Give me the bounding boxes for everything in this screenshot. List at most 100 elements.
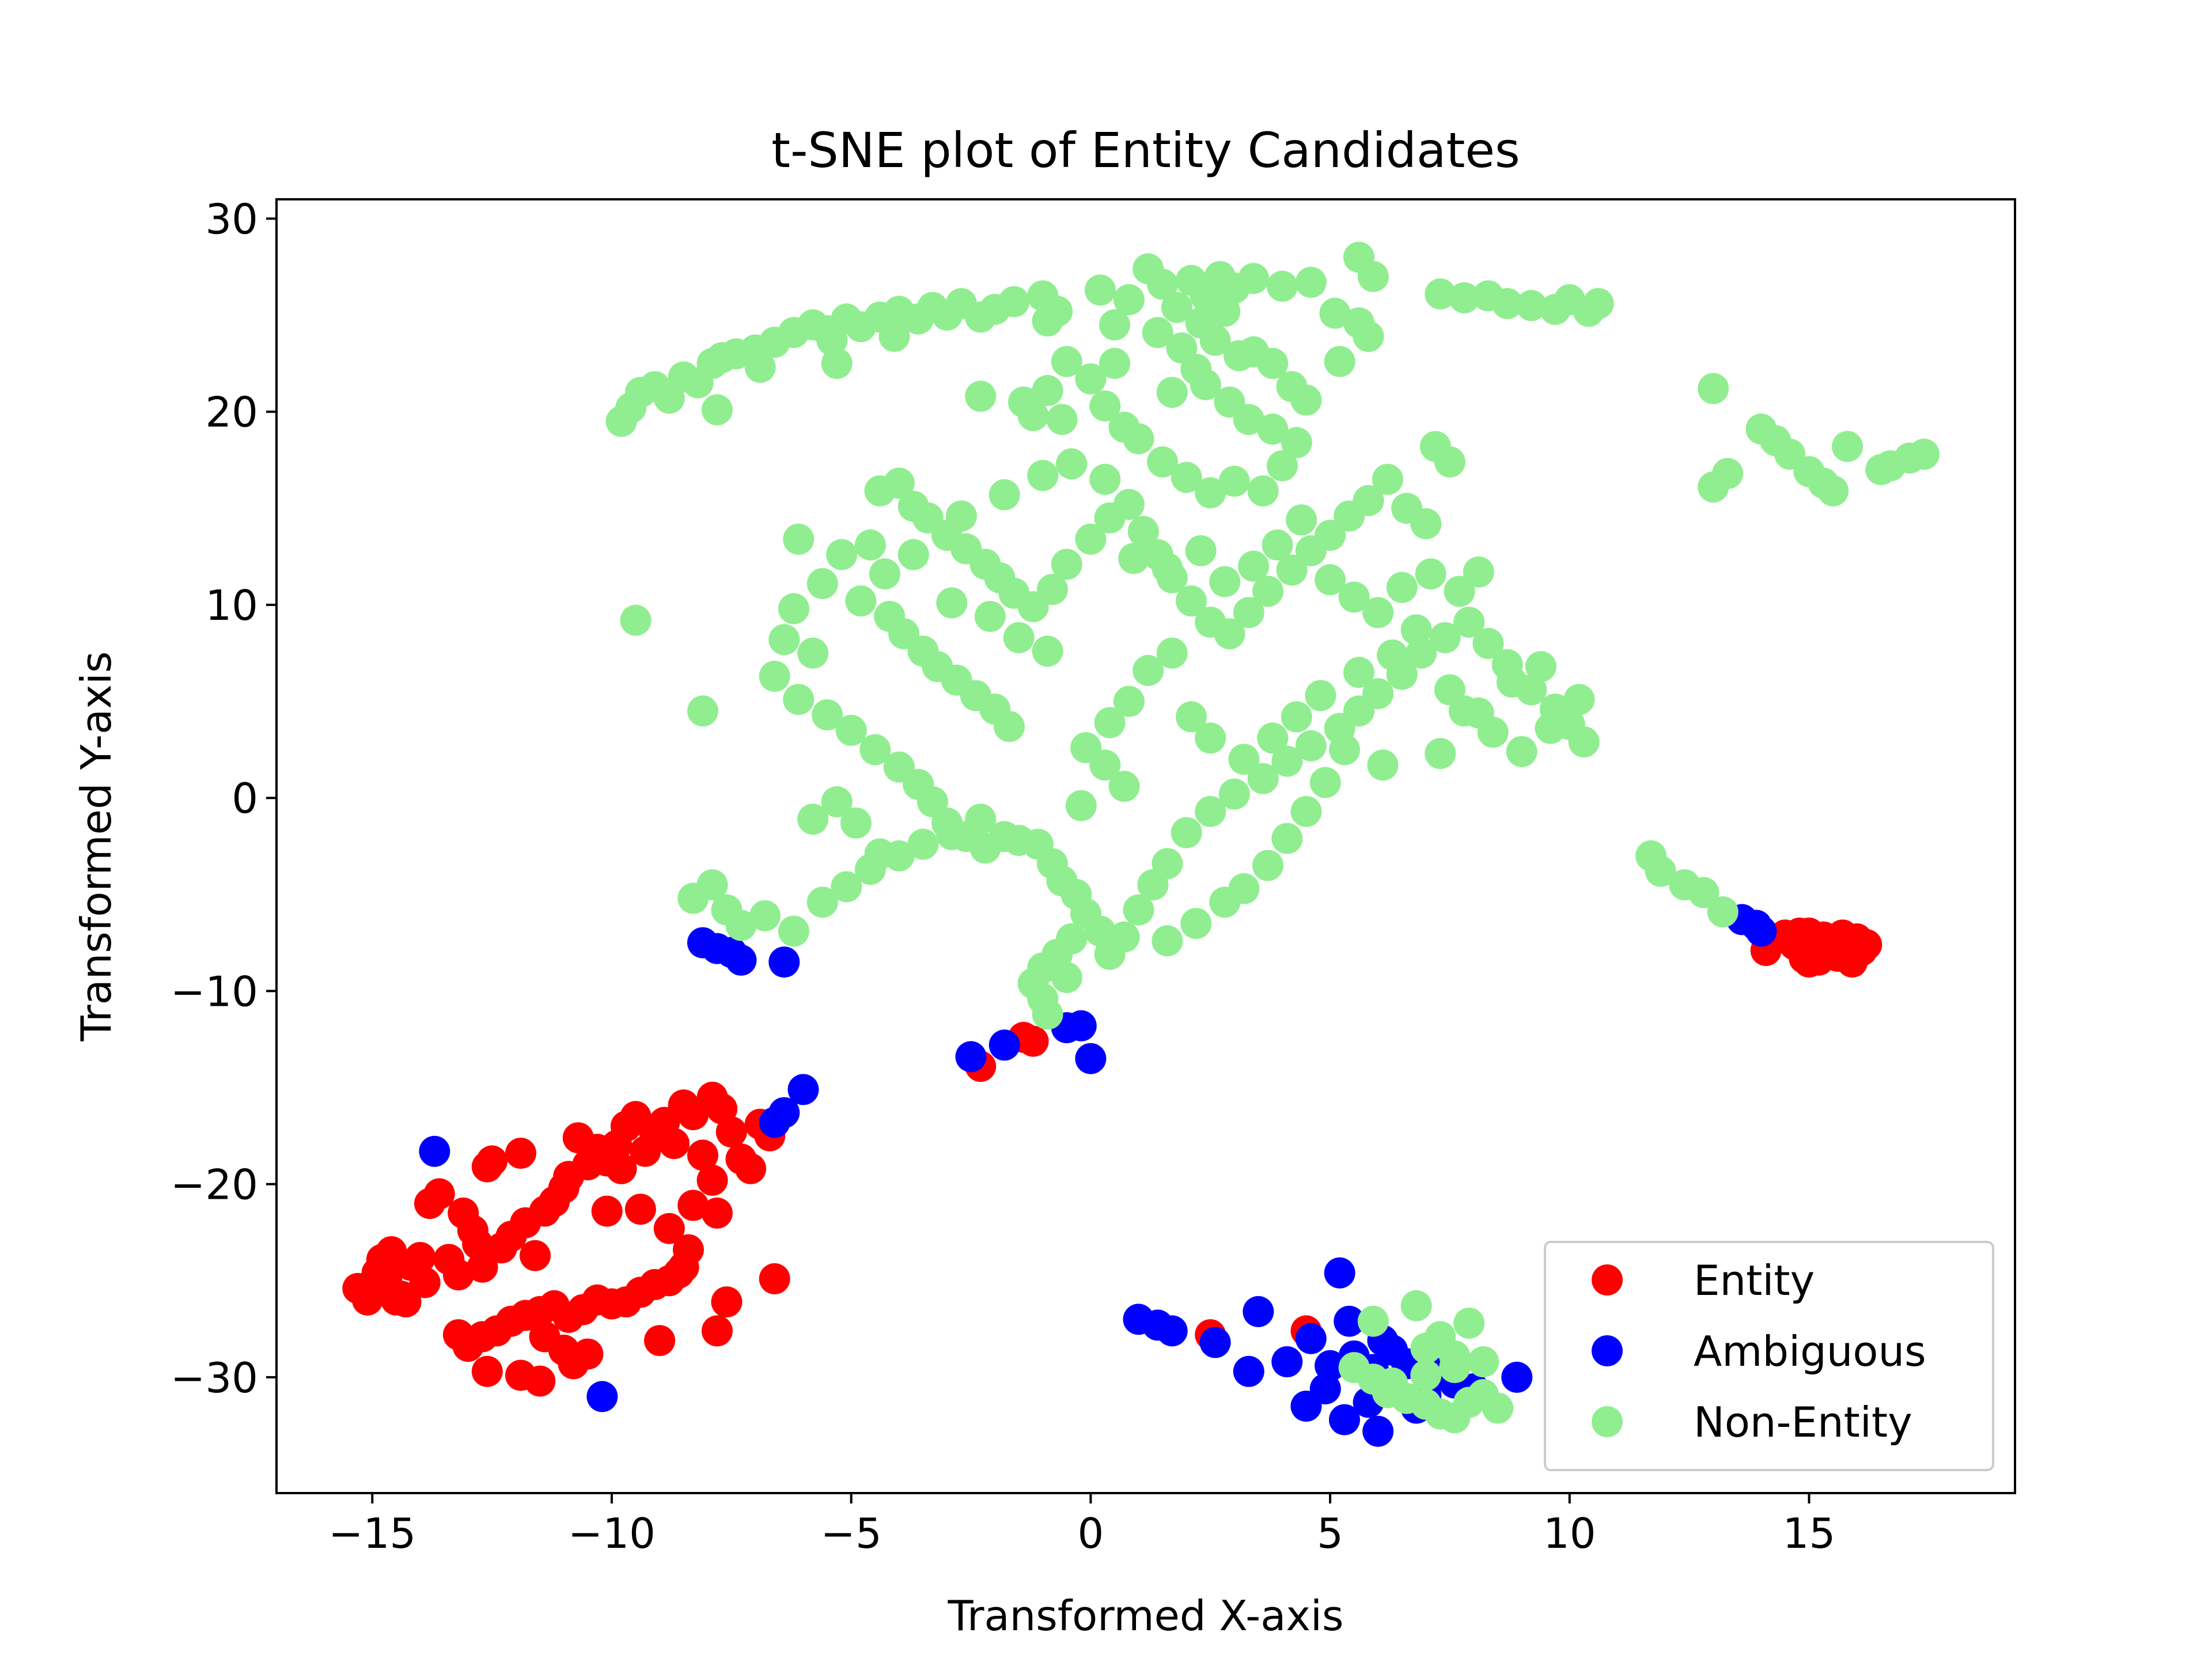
data-point (759, 661, 790, 692)
data-point (1563, 684, 1595, 715)
data-point (1017, 400, 1049, 431)
data-point (1343, 241, 1374, 273)
data-point (816, 324, 848, 356)
data-point (1075, 524, 1107, 555)
data-point (1362, 678, 1394, 710)
data-point (1506, 736, 1537, 767)
data-point (936, 819, 968, 850)
data-point (687, 1139, 718, 1171)
data-point (806, 568, 838, 600)
data-point (1271, 745, 1303, 777)
data-point (419, 1135, 450, 1167)
data-point (1406, 637, 1437, 669)
data-point (620, 604, 652, 636)
data-point (1315, 1350, 1346, 1381)
data-point (768, 624, 800, 656)
data-point (907, 828, 939, 860)
data-point (1516, 290, 1547, 321)
data-point (1056, 448, 1088, 480)
data-point (701, 1315, 733, 1347)
data-point (1238, 263, 1270, 294)
data-point (1439, 1352, 1471, 1384)
data-point (1501, 1361, 1533, 1393)
points-layer (342, 241, 1940, 1447)
data-point (1228, 744, 1260, 775)
data-point (591, 1195, 623, 1227)
data-point (1233, 597, 1264, 628)
data-point (1482, 1392, 1514, 1424)
data-point (1233, 1355, 1264, 1387)
data-point (936, 587, 968, 619)
data-point (1123, 423, 1154, 454)
data-point (1334, 1305, 1365, 1337)
data-point (821, 786, 853, 817)
data-point (1329, 734, 1360, 766)
data-point (1851, 929, 1883, 960)
data-point (696, 1164, 728, 1196)
legend-items: Entity Ambiguous Non-Entity (1592, 1256, 1926, 1446)
data-point (442, 1259, 474, 1291)
data-point (1171, 817, 1202, 849)
data-point (653, 1213, 685, 1244)
data-point (1267, 450, 1298, 482)
data-point (1362, 597, 1394, 628)
x-axis-label: Transformed X-axis (948, 1592, 1344, 1640)
data-point (1247, 475, 1279, 507)
data-point (768, 946, 800, 978)
data-point (1448, 282, 1480, 313)
x-tick-label: −10 (568, 1509, 656, 1558)
data-point (1420, 431, 1451, 463)
chart-title: t-SNE plot of Entity Candidates (771, 122, 1520, 179)
legend-label-entity: Entity (1694, 1256, 1815, 1305)
data-point (1156, 1315, 1188, 1347)
y-tick-label: 20 (205, 388, 258, 437)
data-point (1425, 278, 1456, 310)
data-point (1745, 915, 1777, 947)
data-point (1262, 529, 1293, 561)
data-point (471, 1355, 503, 1387)
data-point (605, 1153, 637, 1184)
data-point (1377, 639, 1408, 671)
data-point (1707, 896, 1738, 927)
data-point (1195, 477, 1226, 509)
data-point (1017, 1025, 1049, 1057)
data-point (1185, 535, 1217, 567)
data-point (1152, 848, 1183, 880)
data-point (715, 1116, 747, 1148)
data-point (1429, 622, 1461, 653)
data-point (476, 1145, 508, 1177)
data-point (1295, 267, 1327, 298)
data-point (854, 529, 886, 561)
data-point (869, 558, 900, 590)
data-point (1065, 790, 1097, 821)
data-point (1329, 1404, 1360, 1435)
legend-marker-non-entity (1592, 1406, 1623, 1437)
data-point (1535, 713, 1566, 744)
legend-marker-entity (1592, 1264, 1623, 1296)
data-point (965, 804, 997, 835)
data-point (357, 1278, 388, 1310)
data-point (1525, 651, 1556, 683)
data-point (1108, 771, 1140, 802)
data-point (711, 1286, 743, 1318)
data-point (1032, 998, 1063, 1030)
legend-label-non-entity: Non-Entity (1694, 1398, 1912, 1446)
data-point (735, 1153, 767, 1184)
y-tick-label: 10 (205, 581, 258, 630)
data-point (1410, 1359, 1442, 1391)
data-point (366, 1244, 397, 1275)
data-point (1176, 585, 1207, 617)
data-point (1315, 564, 1346, 596)
data-point (1161, 291, 1192, 323)
data-point (725, 944, 757, 976)
data-point (859, 734, 891, 766)
data-point (1185, 307, 1217, 339)
data-point (1645, 855, 1676, 887)
data-point (505, 1138, 536, 1169)
data-point (1118, 543, 1150, 574)
data-point (1218, 778, 1250, 810)
data-point (1309, 1373, 1341, 1404)
data-point (701, 394, 733, 426)
data-point (1238, 550, 1270, 582)
data-point (572, 1338, 604, 1370)
